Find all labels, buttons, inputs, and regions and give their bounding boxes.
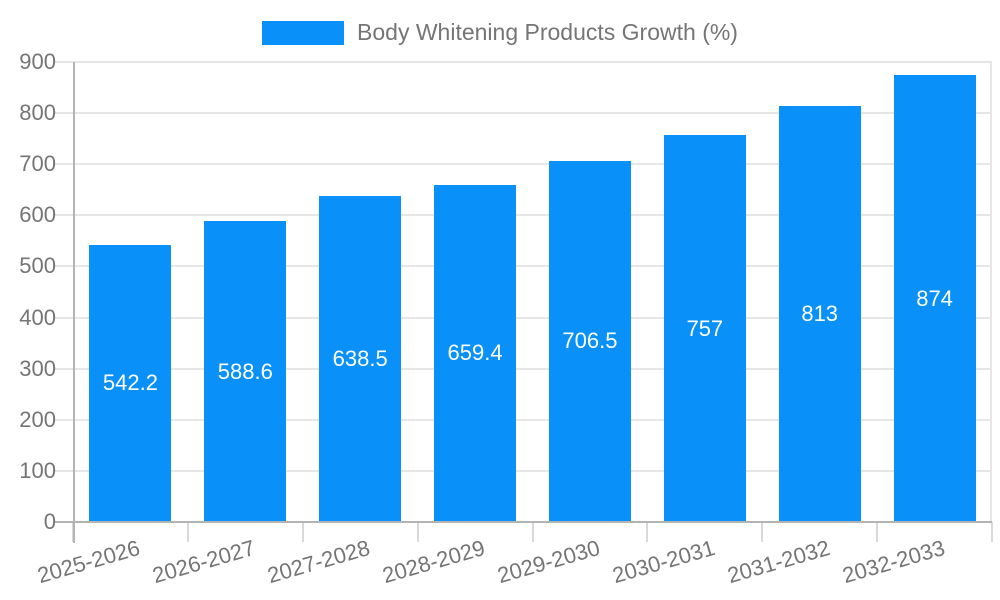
gridline [55, 112, 992, 115]
bar[interactable]: 638.5 [319, 195, 402, 522]
bar[interactable]: 659.4 [434, 184, 517, 522]
y-axis-line [73, 62, 75, 543]
x-axis-tick [991, 522, 993, 542]
x-axis-tick [301, 522, 304, 542]
x-axis-tick [646, 522, 649, 542]
gridline [55, 214, 992, 217]
gridline [55, 469, 992, 472]
bar[interactable]: 757 [663, 135, 746, 522]
gridline [55, 418, 992, 421]
bar[interactable]: 813 [778, 106, 861, 522]
y-axis-tick-label: 700 [19, 151, 56, 177]
plot-right-border [990, 62, 992, 522]
bar-value-label: 542.2 [102, 370, 158, 396]
gridline [55, 265, 992, 268]
y-axis-tick-label: 900 [19, 49, 56, 74]
x-axis-baseline [55, 521, 992, 523]
bar[interactable]: 588.6 [204, 221, 287, 522]
x-axis-tick [531, 522, 534, 542]
plot-area: 542.2 588.6 638.5 659.4 706.5 757 813 874 [55, 61, 992, 543]
bar-value-label: 659.4 [447, 340, 503, 366]
x-axis-tick [761, 522, 764, 542]
gridline [55, 367, 992, 370]
y-axis-tick-label: 400 [19, 304, 56, 330]
bar[interactable]: 706.5 [548, 160, 631, 522]
bar-value-label: 874 [916, 285, 953, 311]
gridline [55, 61, 992, 63]
y-axis-tick-label: 500 [19, 253, 56, 279]
y-axis-tick-label: 100 [19, 457, 56, 483]
x-axis-tick [876, 522, 879, 542]
y-axis-tick-label: 0 [43, 509, 56, 534]
y-axis-tick-label: 200 [19, 406, 56, 432]
bar-value-label: 757 [686, 315, 724, 341]
bar-value-label: 706.5 [562, 328, 618, 354]
legend[interactable]: Body Whitening Products Growth (%) [0, 19, 1000, 46]
x-axis-tick [416, 522, 419, 542]
bar[interactable]: 874 [893, 75, 976, 522]
bar-value-label: 638.5 [332, 345, 388, 371]
y-axis-tick-label: 800 [19, 100, 56, 126]
gridline [55, 316, 992, 319]
legend-label: Body Whitening Products Growth (%) [357, 19, 738, 45]
x-axis-tick [186, 522, 189, 542]
gridline [55, 163, 992, 166]
bar-value-label: 588.6 [217, 358, 273, 384]
bar[interactable]: 542.2 [89, 244, 172, 522]
y-axis-tick-label: 600 [19, 202, 56, 228]
y-axis-tick-label: 300 [19, 355, 56, 381]
legend-swatch [262, 20, 345, 45]
bar-value-label: 813 [801, 301, 839, 327]
